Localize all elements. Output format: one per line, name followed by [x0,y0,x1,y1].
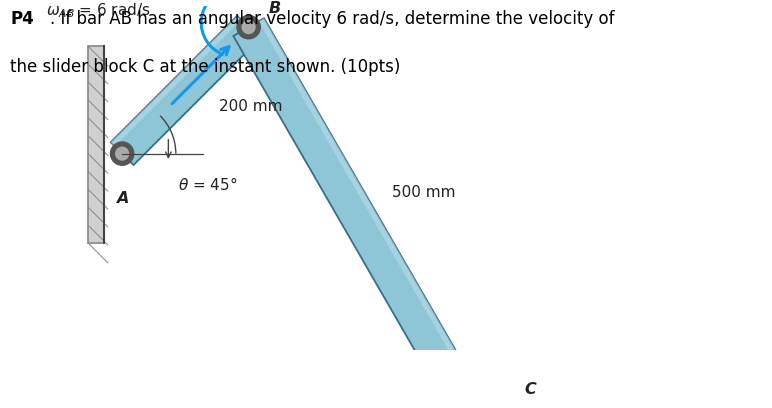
Text: the slider block C at the instant shown. (10pts): the slider block C at the instant shown.… [10,58,401,76]
Text: P4: P4 [10,10,34,28]
Text: $\theta$ = 45°: $\theta$ = 45° [178,176,237,193]
Text: . If bar AB has an angular velocity 6 rad/s, determine the velocity of: . If bar AB has an angular velocity 6 ra… [50,10,615,28]
Text: $\omega_{AB}$ = 6 rad/s: $\omega_{AB}$ = 6 rad/s [46,2,151,20]
Circle shape [110,142,134,165]
Bar [465,397,559,408]
Text: 200 mm: 200 mm [219,99,283,114]
Text: A: A [116,191,128,206]
Polygon shape [110,16,260,165]
Bar [465,392,559,408]
Text: B: B [269,1,280,16]
Circle shape [116,147,128,160]
Bar [88,46,104,243]
Text: C: C [524,382,536,397]
Circle shape [237,16,260,39]
Circle shape [461,403,484,408]
Circle shape [242,21,255,33]
Polygon shape [110,16,241,146]
Polygon shape [259,18,488,408]
Text: 500 mm: 500 mm [391,185,455,200]
Polygon shape [233,18,488,408]
